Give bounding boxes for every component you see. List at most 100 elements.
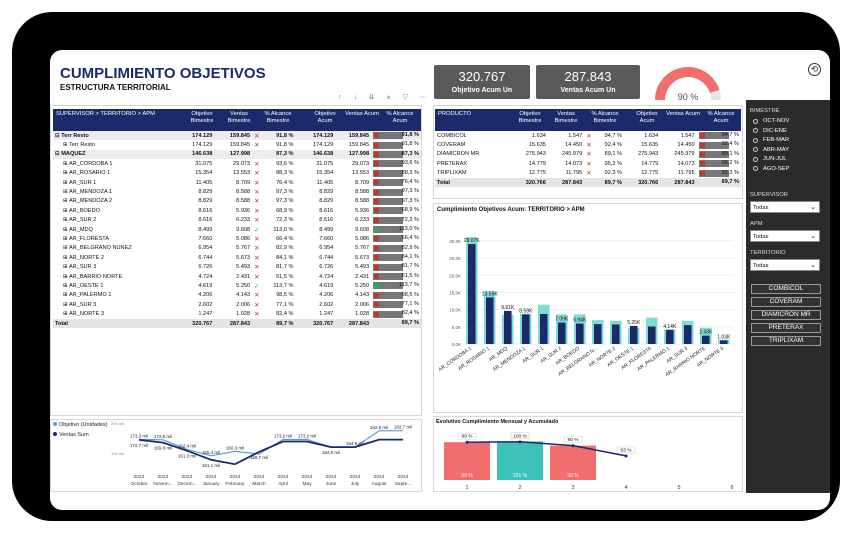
cell: 8.499 xyxy=(198,226,213,233)
dropdown-supervisor[interactable]: Todas ⌄ xyxy=(750,201,820,213)
bimestre-option[interactable]: DIC-ENE xyxy=(753,128,787,134)
x-tick-year: 2024 xyxy=(278,474,289,480)
data-label: 2.43K xyxy=(699,330,713,336)
product-button[interactable]: TRIPLIXAM xyxy=(751,336,821,346)
bimestre-option[interactable]: FEB-MAR xyxy=(753,137,789,143)
cell: 113,0 % xyxy=(273,226,294,233)
alcance-acum-cell: 82,9 % xyxy=(371,244,421,253)
table-row[interactable]: COVERAM 15.635 14.450 ✕ 92,4 % 15.635 14… xyxy=(435,140,741,149)
table-row[interactable]: ⊟ Terr Resto 174.129 159.845 ✕ 91,8 % 17… xyxy=(53,131,421,141)
table-row[interactable]: ⊞ AR_NORTE 3 1.247 1.028 ✕ 82,4 % 1.247 … xyxy=(53,309,421,318)
cell: 174.129 xyxy=(178,131,215,141)
cross-icon: ✕ xyxy=(254,264,260,272)
territory-bar-chart[interactable]: 0,0K 5,0K 10,0K 15,0K 20,0K 25,0K 30,0K 29.07K A… xyxy=(434,216,742,412)
cell: 87,3 % xyxy=(261,149,296,160)
table-row[interactable]: DIAMICRON MR 275.943 245.979 ✕ 89,1 % 27… xyxy=(435,150,741,159)
col-hierarchy[interactable]: SUPERVISOR > TERRITORIO > APM xyxy=(56,111,155,117)
col-p-ven-bim[interactable]: Ventas Bimestre xyxy=(554,111,578,124)
table-row[interactable]: ⊞ AR_CORDOBA 1 31.075 29.073 ✕ 93,6 % 31… xyxy=(53,159,421,168)
p-alcance-bar-0-acum xyxy=(698,132,729,140)
alcance-acum-cell: 95,2 % xyxy=(697,159,741,168)
dropdown-territorio[interactable]: Todas ⌄ xyxy=(750,259,820,271)
col-p-ven-acum[interactable]: Ventas Acum xyxy=(666,111,700,117)
row-label: Total xyxy=(53,318,179,329)
table-row[interactable]: ⊞ Terr Resto 174.129 159.845 ✕ 91,8 % 17… xyxy=(53,140,421,149)
cell: 1.247 xyxy=(198,311,213,318)
data-label: 169,8 mil xyxy=(154,446,172,451)
t-alcance-bar-0-acum xyxy=(373,132,404,140)
alcance-acum-cell: 66,4 % xyxy=(371,234,421,243)
data-label: 161,0 mil xyxy=(178,454,196,459)
col-alc-bim[interactable]: % Alcance Bimestre xyxy=(264,111,292,124)
row-label: ⊞ AR_SUR 2 xyxy=(63,217,97,224)
col-p-obj-bim[interactable]: Objetivo Bimestre xyxy=(518,111,542,124)
data-label: 7.09K xyxy=(555,317,569,323)
table-row[interactable]: ⊞ AR_MENDOZA 1 8.829 8.588 ✕ 97,3 % 8.82… xyxy=(53,187,421,196)
table-row[interactable]: ⊞ AR_BELGRANO NUNEZ 6.954 5.767 ✕ 82,9 %… xyxy=(53,244,421,253)
cell: 6.726 xyxy=(198,264,213,271)
bimestre-option[interactable]: OCT-NOV xyxy=(753,118,789,124)
col-p-obj-acum[interactable]: Objetivo Acum xyxy=(636,111,658,124)
product-button[interactable]: DIAMICRON MR xyxy=(751,310,821,320)
table-row[interactable]: ⊞ AR_OESTE 1 4.619 5.250 ✓ 113,7 % 4.619… xyxy=(53,281,421,290)
table-row[interactable]: ⊞ AR_MDQ 8.499 9.608 ✓ 113,0 % 8.499 9.6… xyxy=(53,225,421,234)
back-arrow-icon[interactable]: ⟲ xyxy=(808,63,821,76)
table-row[interactable]: ⊞ AR_SUR 2 8.616 6.233 ✕ 72,3 % 8.616 6.… xyxy=(53,216,421,225)
cell: 97,3 % xyxy=(276,189,294,196)
col-alc-acum[interactable]: % Alcance Acum xyxy=(386,111,414,124)
col-p-alc-bim[interactable]: % Alcance Bimestre xyxy=(591,111,619,124)
trend-line-chart[interactable]: Objetivo (Unidades) Ventas Sum 200 mil 150 … xyxy=(51,420,421,491)
cell: 11.405 xyxy=(195,179,213,186)
bimestre-option[interactable]: ABR-MAY xyxy=(753,147,789,153)
table-row[interactable]: TRIPLIXAM 12.775 11.795 ✕ 92,3 % 12.775 … xyxy=(435,169,741,178)
cell: 15.635 xyxy=(641,142,659,149)
product-button[interactable]: COMBICOL xyxy=(751,284,821,294)
table-row[interactable]: ⊞ AR_ROSARIO 1 15.354 13.553 ✕ 88,3 % 15… xyxy=(53,169,421,178)
table-row[interactable]: PRETERAX 14.779 14.073 ✕ 95,2 % 14.779 1… xyxy=(435,159,741,168)
dropdown-apm[interactable]: Todas ⌄ xyxy=(750,230,820,242)
status-cell: ✕ xyxy=(584,131,594,140)
table-row[interactable]: ⊟ MAQUEZ 146.638 127.998 87,3 % 146.638 … xyxy=(53,149,421,160)
col-producto[interactable]: PRODUCTO xyxy=(438,111,472,117)
table-row[interactable]: Total 320.767 287.843 89,7 % 320.767 287… xyxy=(53,318,421,329)
data-label: 172,7 mil xyxy=(130,443,148,448)
visual-toolbar[interactable]: ↑ ↓ ⇊ ⩚ ▽ ⋯ xyxy=(338,94,432,101)
cell: 1.028 xyxy=(355,311,370,318)
table-row[interactable]: Total 320.766 287.843 89,7 % 320.766 287… xyxy=(435,177,741,188)
table-row[interactable]: ⊞ AR_SUR 3 2.602 2.006 ✕ 77,1 % 2.602 2.… xyxy=(53,300,421,309)
col-obj-acum[interactable]: Objetivo Acum xyxy=(314,111,336,124)
cell: 72,3 % xyxy=(276,217,294,224)
x-tick-label: AR_ROSARIO 1 xyxy=(457,346,491,372)
col-obj-bim[interactable]: Objetivo Bimestre xyxy=(190,111,214,124)
row-label: ⊞ AR_MDQ xyxy=(63,226,93,233)
table-row[interactable]: ⊞ AR_FLORESTA 7.660 5.086 ✕ 66,4 % 7.660… xyxy=(53,234,421,243)
alcance-acum-cell: 72,3 % xyxy=(371,216,421,225)
product-button[interactable]: COVERAM xyxy=(751,297,821,307)
table-row[interactable]: ⊞ AR_PALERMO 1 4.206 4.143 ✕ 98,5 % 4.20… xyxy=(53,291,421,300)
cell: 91,8 % xyxy=(276,142,294,149)
col-ven-acum[interactable]: Ventas Acum xyxy=(345,111,379,117)
data-label: 164,9 mil xyxy=(346,441,364,446)
product-name: PRETERAX xyxy=(437,160,468,167)
row-label: ⊞ AR_ROSARIO 1 xyxy=(63,170,111,177)
evolutivo-chart[interactable]: 99 % 101 % 90 % 99 % 100 % 90 % 63 % 1 2 3 4 5 6 xyxy=(434,426,742,491)
cell: 127.998 xyxy=(214,149,253,160)
cell: 82,9 % xyxy=(276,245,294,252)
table-row[interactable]: ⊞ AR_SUR 1 11.405 8.709 ✕ 76,4 % 11.405 … xyxy=(53,178,421,187)
table-row[interactable]: ⊞ AR_SUR 3 6.726 5.493 ✕ 81,7 % 6.726 5.… xyxy=(53,262,421,271)
alcance-acum-cell: 87,3 % xyxy=(371,149,421,160)
col-ven-bim[interactable]: Ventas Bimestre xyxy=(227,111,251,124)
product-button[interactable]: PRETERAX xyxy=(751,323,821,333)
bimestre-option[interactable]: AGO-SEP xyxy=(753,166,789,172)
bar-ventas xyxy=(522,314,530,344)
table-row[interactable]: ⊞ AR_NORTE 2 6.744 5.673 ✕ 84,1 % 6.744 … xyxy=(53,253,421,262)
radio-icon xyxy=(753,137,758,143)
table-row[interactable]: ⊞ AR_BARRIO NORTE 4.724 2.431 ✕ 51,5 % 4… xyxy=(53,272,421,281)
col-p-alc-acum[interactable]: % Alcance Acum xyxy=(707,111,735,124)
data-label: 90 % xyxy=(568,437,580,443)
table-row[interactable]: COMBICOL 1.634 1.547 ✕ 94,7 % 1.634 1.54… xyxy=(435,131,741,140)
table-row[interactable]: ⊞ AR_MENDOZA 2 8.829 8.588 ✕ 97,3 % 8.82… xyxy=(53,197,421,206)
data-label: 162,4 mil xyxy=(178,443,196,448)
bimestre-option[interactable]: JUN-JUL xyxy=(753,156,787,162)
table-row[interactable]: ⊞ AR_BOEDO 8.616 5.936 ✕ 68,9 % 8.616 5.… xyxy=(53,206,421,215)
